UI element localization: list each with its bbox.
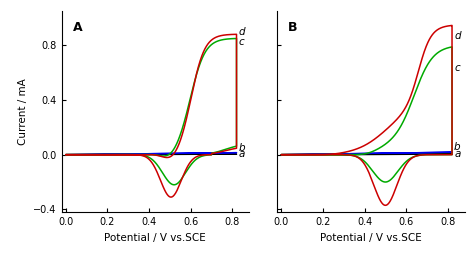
Text: d: d bbox=[454, 30, 461, 41]
Text: c: c bbox=[454, 63, 460, 73]
Text: A: A bbox=[73, 21, 82, 34]
Text: a: a bbox=[454, 149, 460, 159]
Text: c: c bbox=[238, 37, 245, 47]
X-axis label: Potential / V vs.SCE: Potential / V vs.SCE bbox=[320, 233, 422, 243]
X-axis label: Potential / V vs.SCE: Potential / V vs.SCE bbox=[104, 233, 206, 243]
Text: b: b bbox=[238, 143, 245, 153]
Y-axis label: Current / mA: Current / mA bbox=[18, 78, 28, 145]
Text: B: B bbox=[288, 21, 298, 34]
Text: b: b bbox=[454, 142, 461, 152]
Text: d: d bbox=[238, 27, 245, 37]
Text: a: a bbox=[238, 149, 245, 159]
